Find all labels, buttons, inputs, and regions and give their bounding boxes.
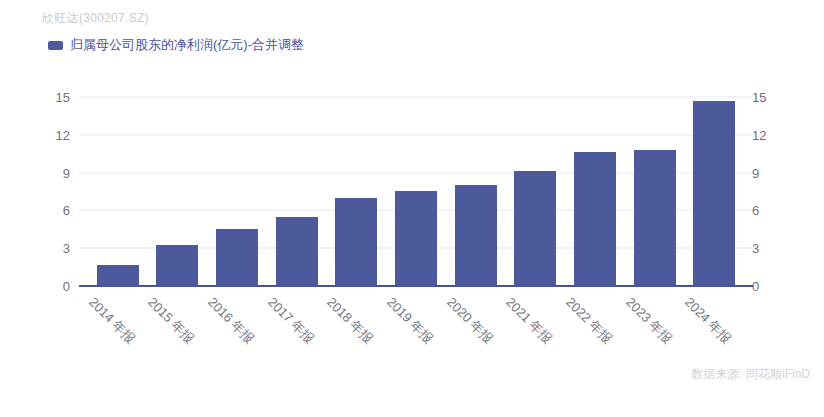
x-tick-label-2016-年报: 2016 年报 [206,295,257,346]
plot-area [88,97,744,286]
bar-2024-年报[interactable] [693,101,735,286]
bar-2019-年报[interactable] [395,191,437,286]
y-tick-label-6: 6 [752,204,802,217]
x-axis-line [79,285,753,287]
bar-2023-年报[interactable] [634,150,676,286]
x-tick-label-2020-年报: 2020 年报 [444,295,495,346]
legend-item[interactable]: 归属母公司股东的净利润(亿元)-合并调整 [48,36,304,54]
data-source: 数据来源: 同花顺iFinD [691,366,810,383]
x-tick-label-2022-年报: 2022 年报 [564,295,615,346]
y-tick-label-12: 12 [752,128,802,141]
y-tick-label-9: 9 [752,166,802,179]
bar-2018-年报[interactable] [335,198,377,286]
x-axis: 2014 年报2015 年报2016 年报2017 年报2018 年报2019 … [88,286,744,356]
y-tick-label-12: 12 [0,128,70,141]
bar-2015-年报[interactable] [156,245,198,286]
y-tick-label-0: 0 [0,280,70,293]
bar-2016-年报[interactable] [216,229,258,286]
bar-2021-年报[interactable] [514,171,556,286]
legend-marker-icon [48,41,63,50]
legend-label: 归属母公司股东的净利润(亿元)-合并调整 [70,36,304,54]
x-tick-label-2018-年报: 2018 年报 [325,295,376,346]
y-tick-label-9: 9 [0,166,70,179]
y-tick-label-6: 6 [0,204,70,217]
bar-2020-年报[interactable] [455,185,497,286]
y-tick-label-15: 15 [0,91,70,104]
y-axis-left: 03691215 [0,97,70,286]
y-tick-label-3: 3 [752,242,802,255]
bar-2017-年报[interactable] [276,217,318,286]
y-tick-label-0: 0 [752,280,802,293]
gridline-12 [79,134,753,135]
chart-title: 欣旺达(300207.SZ) [42,10,149,27]
x-tick-label-2023-年报: 2023 年报 [623,295,674,346]
x-tick-label-2019-年报: 2019 年报 [385,295,436,346]
bar-2022-年报[interactable] [574,152,616,286]
x-tick-label-2014-年报: 2014 年报 [87,295,138,346]
x-tick-label-2015-年报: 2015 年报 [146,295,197,346]
x-tick-label-2021-年报: 2021 年报 [504,295,555,346]
y-tick-label-3: 3 [0,242,70,255]
x-tick-label-2024-年报: 2024 年报 [683,295,734,346]
chart-card: 欣旺达(300207.SZ) 归属母公司股东的净利润(亿元)-合并调整 0 3 6 9… [0,0,824,417]
y-tick-label-15: 15 [752,91,802,104]
bar-2014-年报[interactable] [97,265,139,286]
x-tick-label-2017-年报: 2017 年报 [266,295,317,346]
y-axis-right: 03691215 [752,97,802,286]
gridline-15 [79,97,753,98]
